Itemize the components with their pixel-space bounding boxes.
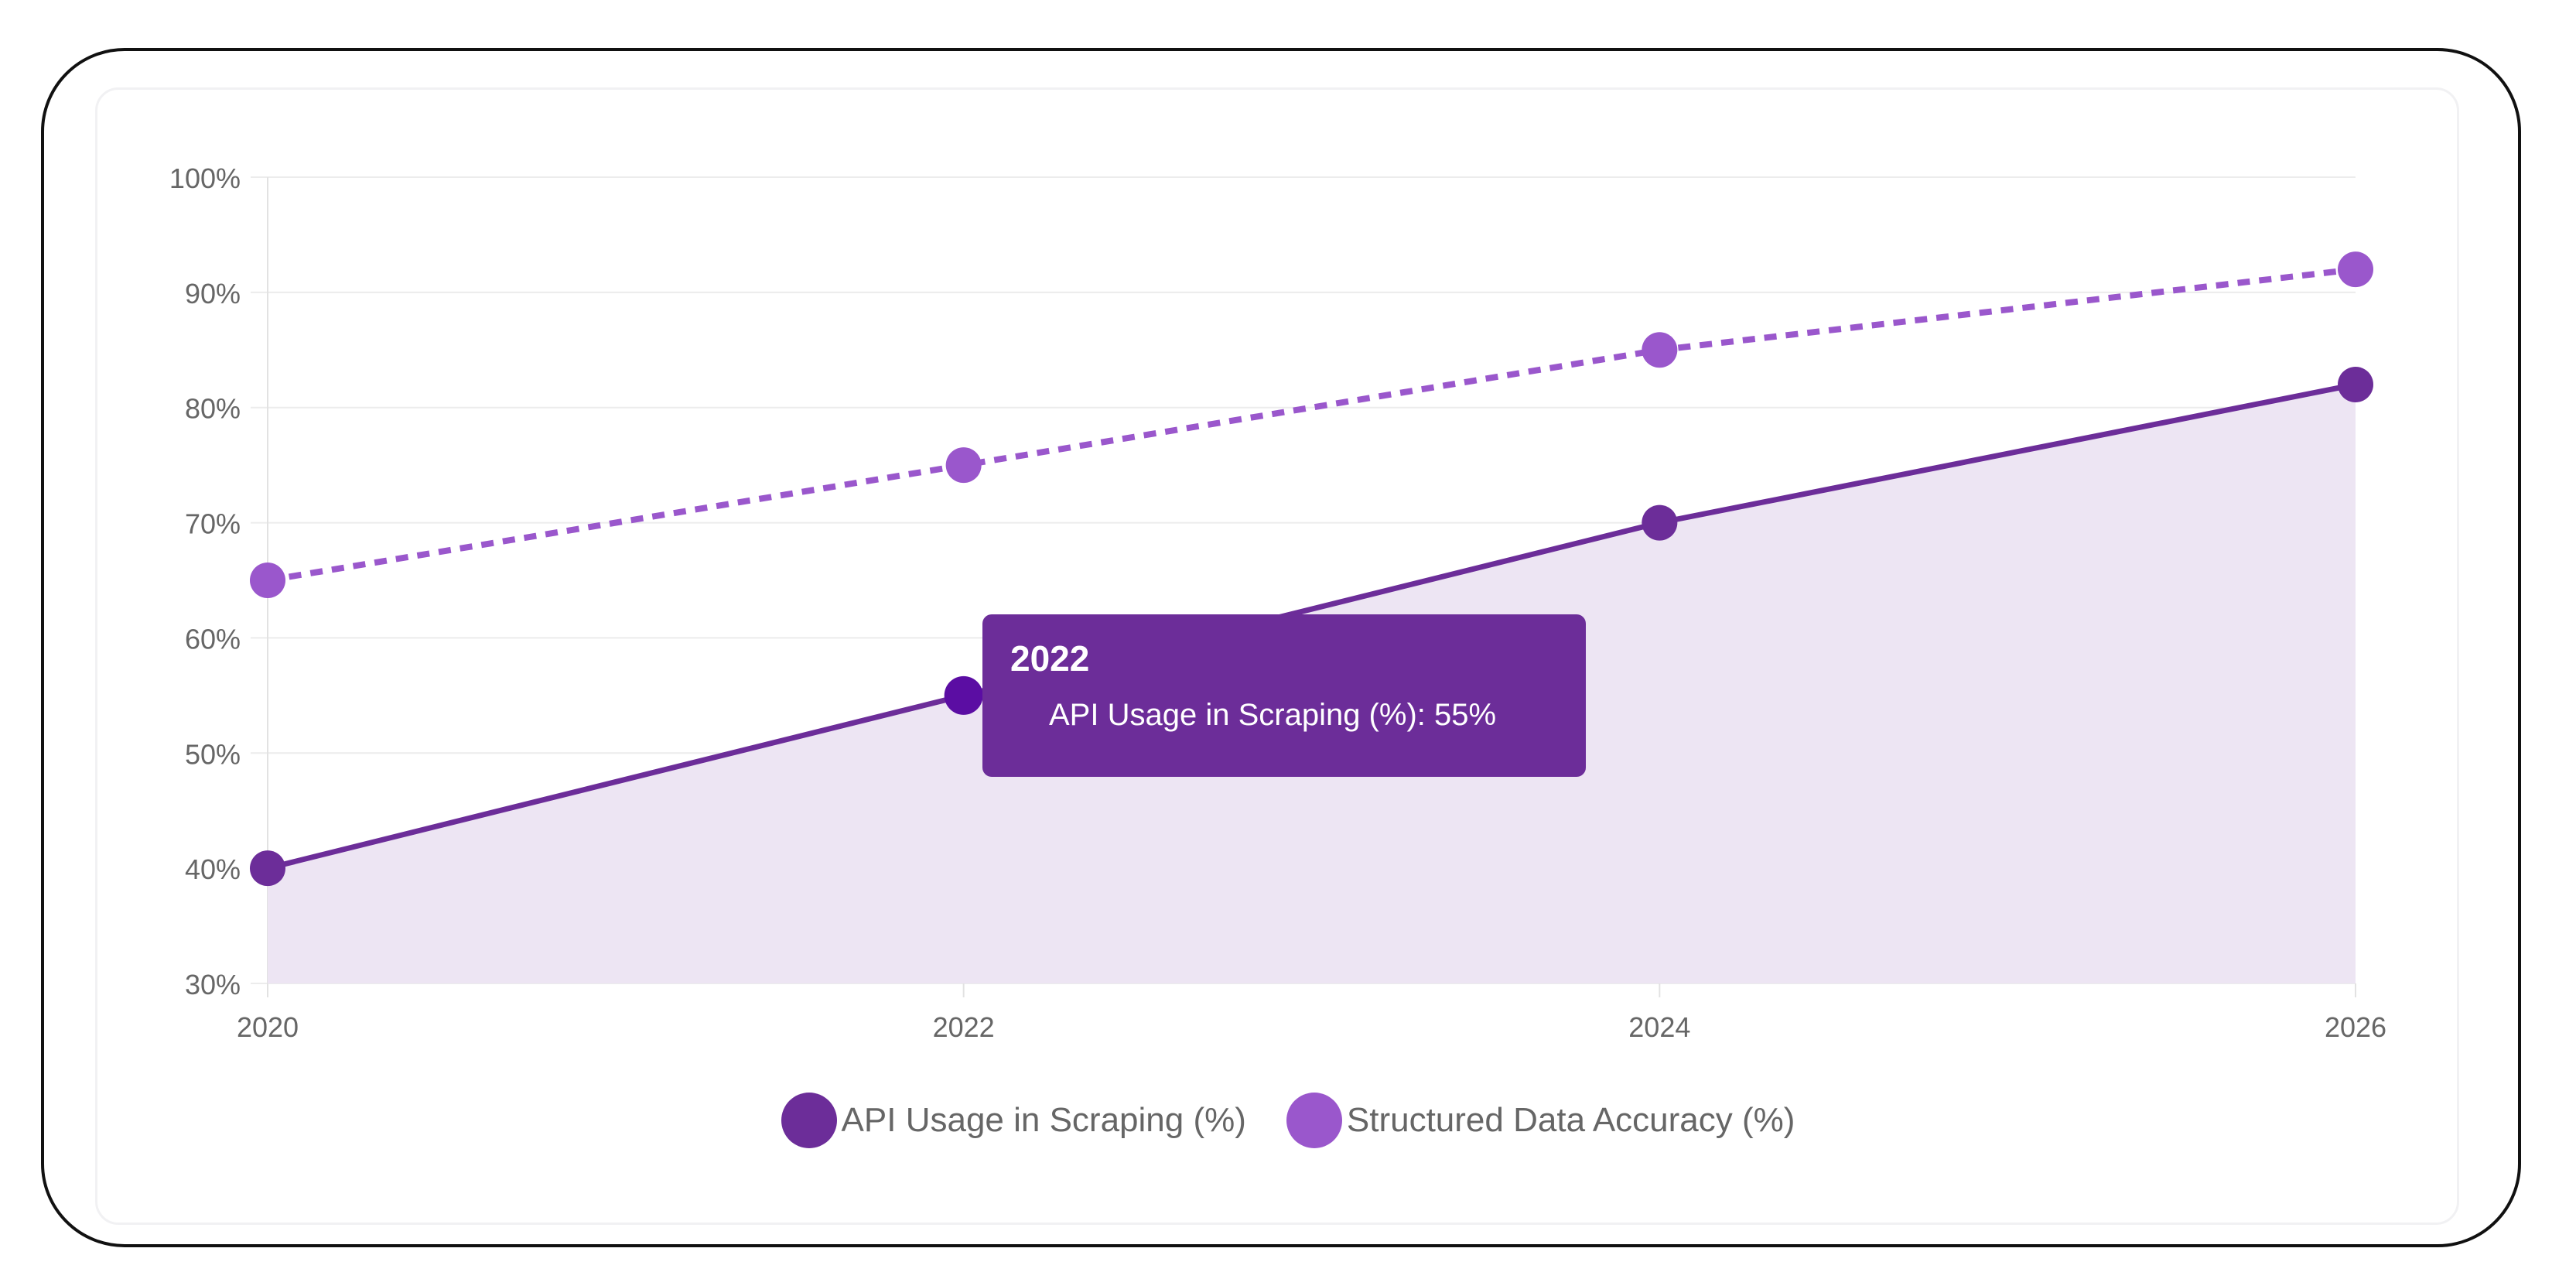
data-point-structured-accuracy[interactable] [1642, 332, 1678, 368]
data-point-api-usage[interactable] [2338, 366, 2373, 402]
x-tick-label: 2026 [2325, 1011, 2386, 1043]
y-axis: 30% 40% 50% 60% 70% 80% 90% 100% [169, 162, 241, 1000]
chart-legend: API Usage in Scraping (%) Structured Dat… [0, 1093, 2576, 1148]
legend-label-api-usage: API Usage in Scraping (%) [841, 1101, 1246, 1139]
legend-item-structured-accuracy[interactable]: Structured Data Accuracy (%) [1286, 1093, 1795, 1148]
y-tick-label: 40% [185, 853, 241, 885]
data-point-api-usage[interactable] [250, 850, 285, 887]
x-tick-label: 2022 [933, 1011, 995, 1043]
tooltip-value: API Usage in Scraping (%): 55% [1049, 698, 1497, 732]
y-tick-label: 90% [185, 278, 241, 309]
y-tick-label: 100% [169, 162, 241, 194]
data-point-structured-accuracy[interactable] [945, 447, 982, 484]
data-point-structured-accuracy[interactable] [2338, 251, 2373, 288]
y-tick-label: 50% [185, 738, 241, 770]
data-point-api-usage[interactable] [944, 675, 983, 715]
legend-item-api-usage[interactable]: API Usage in Scraping (%) [781, 1093, 1246, 1148]
legend-label-structured-accuracy: Structured Data Accuracy (%) [1346, 1101, 1795, 1139]
series-line-structured-accuracy [267, 266, 2356, 583]
legend-swatch-structured-accuracy [1286, 1093, 1342, 1148]
x-axis: 2020 2022 2024 2026 [237, 1011, 2386, 1043]
series-points[interactable] [250, 251, 2373, 887]
data-point-structured-accuracy[interactable] [250, 563, 285, 598]
y-tick-label: 80% [185, 393, 241, 425]
legend-swatch-api-usage [781, 1093, 837, 1148]
series-line-api-usage [267, 381, 2356, 871]
x-tick-label: 2020 [237, 1011, 299, 1043]
y-tick-label: 70% [185, 508, 241, 540]
chart-tooltip: 2022 API Usage in Scraping (%): 55% [982, 614, 1586, 777]
y-tick-label: 60% [185, 623, 241, 655]
y-tick-label: 30% [185, 969, 241, 1000]
series-lines [267, 266, 2356, 871]
x-tick-label: 2024 [1628, 1011, 1690, 1043]
tooltip-title: 2022 [1010, 638, 1090, 679]
data-point-api-usage[interactable] [1642, 504, 1678, 541]
